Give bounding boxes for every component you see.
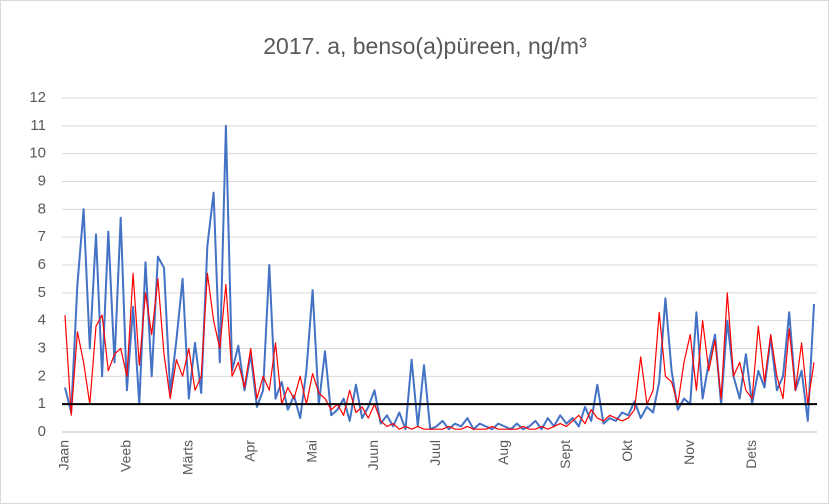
y-tick-label: 10 [29, 145, 46, 162]
x-tick-label: Okt [619, 440, 635, 462]
y-tick-label: 11 [30, 117, 46, 134]
x-tick-label: Apr [241, 440, 257, 462]
y-tick-label: 0 [38, 423, 46, 440]
y-tick-label: 2 [38, 367, 46, 384]
x-tick-label: Jaan [56, 440, 72, 470]
x-tick-label: Dets [743, 440, 759, 469]
x-tick-label: Nov [681, 440, 697, 465]
y-tick-label: 5 [38, 284, 46, 301]
x-tick-label: Juul [427, 440, 443, 466]
y-tick-label: 8 [38, 200, 46, 217]
y-tick-label: 12 [29, 89, 46, 106]
y-tick-label: 1 [38, 395, 46, 412]
y-tick-label: 4 [38, 312, 46, 329]
y-tick-label: 3 [38, 339, 46, 356]
series-line [64, 272, 815, 430]
y-tick-label: 7 [38, 228, 46, 245]
y-tick-label: 6 [38, 256, 46, 273]
x-tick-label: Mai [303, 440, 319, 463]
y-tick-label: 9 [38, 172, 46, 189]
x-tick-label: Juun [365, 440, 381, 470]
x-tick-label: Märts [180, 440, 196, 475]
x-tick-label: Aug [495, 440, 511, 465]
x-tick-label: Veeb [118, 440, 134, 472]
x-tick-label: Sept [557, 440, 573, 469]
chart-title: 2017. a, benso(a)püreen, ng/m³ [263, 33, 587, 59]
